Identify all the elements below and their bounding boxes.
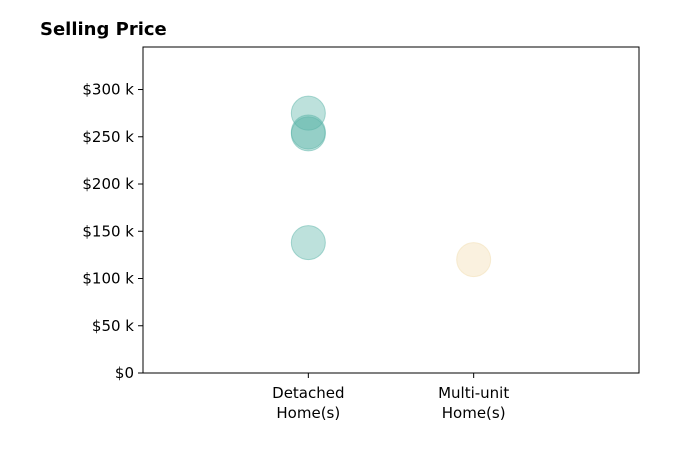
y-tick-label-0: $0 xyxy=(115,364,134,382)
plot-frame xyxy=(142,46,640,374)
x-tick-label-0: Detached Home(s) xyxy=(272,384,344,422)
y-tick-label-5: $250 k xyxy=(82,128,134,146)
chart-title: Selling Price xyxy=(40,19,167,40)
y-tick-label-1: $50 k xyxy=(92,317,134,335)
y-tick-label-3: $150 k xyxy=(82,222,134,240)
data-point-0-3 xyxy=(290,225,326,261)
data-point-0-0 xyxy=(290,95,326,131)
y-tick-label-4: $200 k xyxy=(82,175,134,193)
x-tick-label-1: Multi-unit Home(s) xyxy=(438,384,509,422)
y-tick-label-2: $100 k xyxy=(82,270,134,288)
plot-area: $0 $50 k $100 k $150 k $200 k $250 k $300 k Det… xyxy=(82,46,640,422)
y-tick-label-6: $300 k xyxy=(82,81,134,99)
data-point-1-0 xyxy=(456,242,492,278)
data-point-0-2 xyxy=(290,116,326,152)
